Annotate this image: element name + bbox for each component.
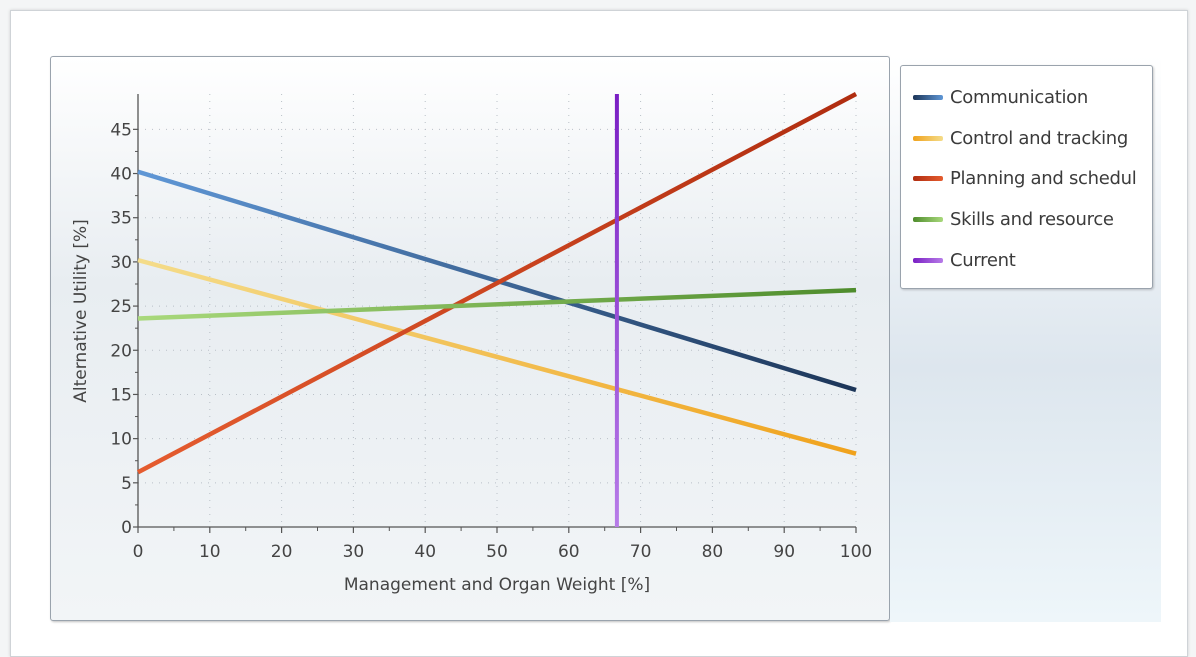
legend-swatch bbox=[913, 175, 943, 181]
x-tick-label: 100 bbox=[840, 542, 872, 562]
y-axis-title: Alternative Utility [%] bbox=[71, 219, 91, 403]
legend-swatch bbox=[913, 257, 943, 263]
x-tick-label: 0 bbox=[133, 542, 144, 562]
y-tick-label: 15 bbox=[110, 385, 132, 405]
x-tick-label: 80 bbox=[702, 542, 724, 562]
legend-item-skills-and-resource[interactable]: Skills and resource bbox=[913, 207, 1114, 231]
series-lines bbox=[136, 92, 858, 527]
y-tick-label: 35 bbox=[110, 209, 132, 229]
y-tick-label: 45 bbox=[110, 120, 132, 140]
y-tick-label: 30 bbox=[110, 253, 132, 273]
grid bbox=[138, 94, 857, 527]
y-tick-label: 25 bbox=[110, 297, 132, 317]
y-tick-label: 20 bbox=[110, 341, 132, 361]
legend-item-communication[interactable]: Communication bbox=[913, 85, 1088, 109]
series-line-skills-and-resource[interactable] bbox=[137, 287, 857, 321]
y-tick-label: 40 bbox=[110, 165, 132, 185]
legend: Communication Control and tracking Plann… bbox=[900, 65, 1153, 289]
legend-label: Current bbox=[950, 249, 1016, 271]
x-tick-label: 70 bbox=[630, 542, 652, 562]
series-line-planning-and-schedul[interactable] bbox=[136, 92, 858, 475]
x-tick-label: 40 bbox=[414, 542, 436, 562]
axes: 0 5 10 15 20 25 30 35 40 45 0 10 20 30 40 50 60 70 80 90 100 bbox=[110, 94, 872, 562]
legend-swatch bbox=[913, 94, 943, 100]
legend-item-planning-and-schedul[interactable]: Planning and schedul bbox=[913, 166, 1137, 190]
x-tick-label: 20 bbox=[271, 542, 293, 562]
legend-item-control-and-tracking[interactable]: Control and tracking bbox=[913, 126, 1128, 150]
series-line-control-and-tracking[interactable] bbox=[137, 257, 857, 456]
y-tick-label: 5 bbox=[121, 474, 132, 494]
legend-label: Skills and resource bbox=[950, 208, 1114, 230]
legend-item-current[interactable]: Current bbox=[913, 248, 1016, 272]
x-tick-label: 30 bbox=[343, 542, 365, 562]
x-tick-label: 50 bbox=[486, 542, 508, 562]
x-tick-label: 10 bbox=[199, 542, 221, 562]
y-tick-label: 0 bbox=[121, 518, 132, 538]
legend-swatch bbox=[913, 216, 943, 222]
x-axis-title: Management and Organ Weight [%] bbox=[344, 575, 650, 595]
legend-label: Control and tracking bbox=[950, 127, 1129, 149]
y-tick-label: 10 bbox=[110, 430, 132, 450]
legend-label: Planning and schedul bbox=[950, 167, 1137, 189]
legend-label: Communication bbox=[950, 86, 1088, 108]
legend-swatch bbox=[913, 135, 943, 141]
x-tick-label: 90 bbox=[773, 542, 795, 562]
x-tick-label: 60 bbox=[558, 542, 580, 562]
